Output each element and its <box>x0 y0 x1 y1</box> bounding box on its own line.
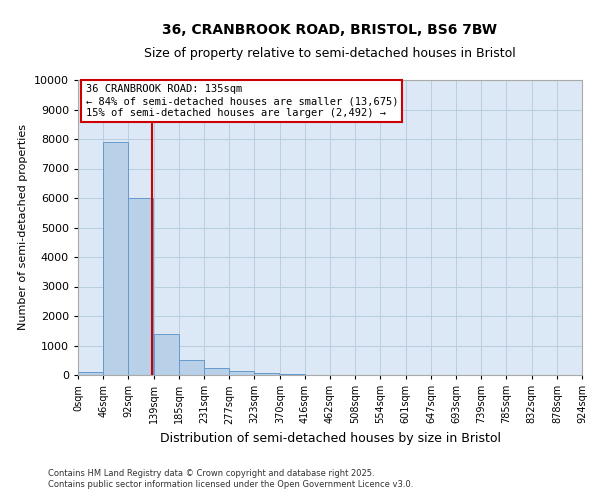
Bar <box>280 374 305 375</box>
Bar <box>204 368 229 375</box>
Bar <box>154 334 179 375</box>
Y-axis label: Number of semi-detached properties: Number of semi-detached properties <box>19 124 28 330</box>
Bar <box>128 198 153 375</box>
Text: 36, CRANBROOK ROAD, BRISTOL, BS6 7BW: 36, CRANBROOK ROAD, BRISTOL, BS6 7BW <box>163 22 497 36</box>
Bar <box>78 372 103 375</box>
X-axis label: Distribution of semi-detached houses by size in Bristol: Distribution of semi-detached houses by … <box>160 432 500 445</box>
Text: 36 CRANBROOK ROAD: 135sqm
← 84% of semi-detached houses are smaller (13,675)
15%: 36 CRANBROOK ROAD: 135sqm ← 84% of semi-… <box>86 84 398 117</box>
Bar <box>254 372 279 375</box>
Text: Contains HM Land Registry data © Crown copyright and database right 2025.: Contains HM Land Registry data © Crown c… <box>48 468 374 477</box>
Text: Size of property relative to semi-detached houses in Bristol: Size of property relative to semi-detach… <box>144 48 516 60</box>
Bar <box>179 360 204 375</box>
Text: Contains public sector information licensed under the Open Government Licence v3: Contains public sector information licen… <box>48 480 413 489</box>
Bar <box>229 370 254 375</box>
Bar <box>103 142 128 375</box>
